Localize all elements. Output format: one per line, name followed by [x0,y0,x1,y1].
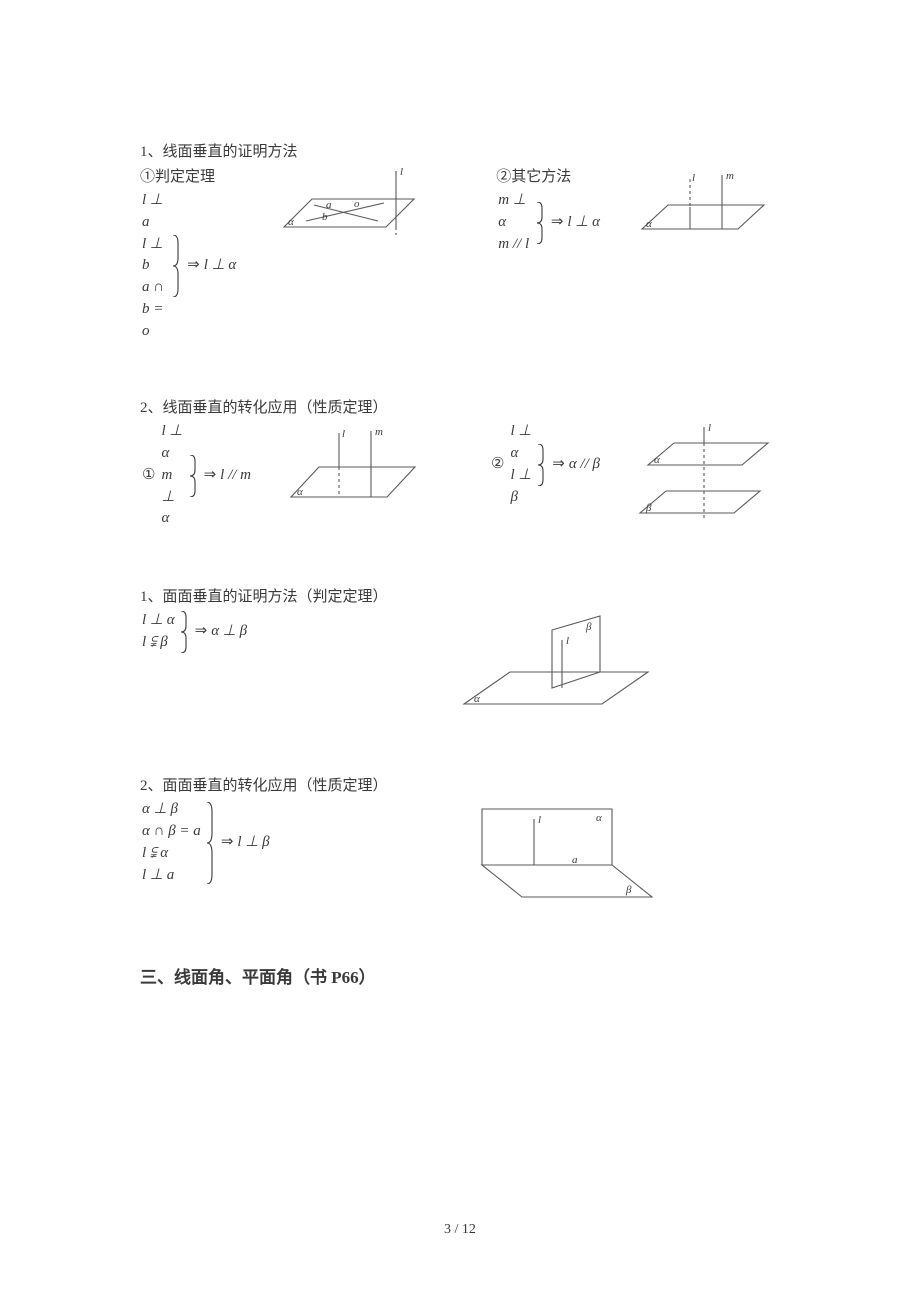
s2-left-p2: m ⊥ α [161,465,183,530]
svg-text:β: β [625,884,632,896]
s2-right-p1: l ⊥ α [510,421,532,465]
s2-heading: 2、线面垂直的转化应用（性质定理） [140,396,780,417]
svg-text:a: a [326,199,332,211]
svg-text:β: β [645,502,652,514]
s4-p3: l ⫋ α [142,843,201,865]
brace-icon [171,190,181,342]
brace-icon [205,799,215,886]
s2-diagram-1: l m α [281,421,431,511]
s1-left-p2: l ⊥ b [142,234,167,278]
svg-text:b: b [322,211,328,223]
s1-heading: 1、线面垂直的证明方法 [140,140,780,161]
s4-heading: 2、面面垂直的转化应用（性质定理） [140,774,780,795]
section-1: 1、线面垂直的证明方法 ①判定定理 l ⊥ a l ⊥ b a ∩ b = o … [140,140,780,342]
s1-right-p2: m // l [498,234,531,256]
s5-heading: 三、线面角、平面角（书 P66） [140,963,780,988]
brace-icon [179,610,189,654]
s3-diagram: l β α [452,610,672,720]
page-footer: 3 / 12 [0,1222,920,1238]
svg-text:l: l [538,814,541,826]
implies-icon: ⇒ [204,465,217,487]
s1-left-p1: l ⊥ a [142,190,167,234]
s3-p1: l ⊥ α [142,610,175,632]
svg-text:a: a [572,854,578,866]
svg-text:l: l [566,635,569,647]
implies-icon: ⇒ [187,255,200,277]
page: 1、线面垂直的证明方法 ①判定定理 l ⊥ a l ⊥ b a ∩ b = o … [0,0,920,988]
s2-right-concl: α // β [569,454,600,476]
implies-icon: ⇒ [221,832,234,854]
s1-left-p3: a ∩ b = o [142,277,167,342]
s1-right-p1: m ⊥ α [498,190,531,234]
implies-icon: ⇒ [551,212,564,234]
s2-left-concl: l // m [220,465,251,487]
brace-icon [188,421,198,530]
svg-text:α: α [297,486,303,498]
s4-p4: l ⊥ a [142,865,201,887]
s3-concl: α ⊥ β [211,621,247,643]
s1-left-concl: l ⊥ α [204,255,237,277]
s3-p2: l ⫋ β [142,632,175,654]
svg-text:α: α [288,216,294,228]
svg-text:α: α [596,812,602,824]
section-4: 2、面面垂直的转化应用（性质定理） α ⊥ β α ∩ β = a l ⫋ α … [140,774,780,909]
implies-icon: ⇒ [552,454,565,476]
s1-right-concl: l ⊥ α [567,212,600,234]
s2-left-num: ① [142,465,155,487]
svg-text:l: l [400,166,403,178]
s4-formula: α ⊥ β α ∩ β = a l ⫋ α l ⊥ a ⇒ l ⊥ β [142,799,322,886]
svg-text:α: α [646,218,652,230]
svg-text:α: α [654,454,660,466]
section-2: 2、线面垂直的转化应用（性质定理） ① l ⊥ α m ⊥ α ⇒ l // m [140,396,780,531]
s1-left-formula: l ⊥ a l ⊥ b a ∩ b = o ⇒ l ⊥ α [142,190,236,342]
brace-icon [536,421,546,508]
svg-text:β: β [585,621,592,633]
svg-text:m: m [375,426,383,438]
s2-right-formula: ② l ⊥ α l ⊥ β ⇒ α // β [491,421,600,508]
s4-diagram: l α a β [462,799,672,909]
s2-right-p2: l ⊥ β [510,465,532,509]
s4-p2: α ∩ β = a [142,821,201,843]
svg-text:m: m [726,170,734,182]
section-3: 1、面面垂直的证明方法（判定定理） l ⊥ α l ⫋ β ⇒ α ⊥ β [140,585,780,720]
s3-formula: l ⊥ α l ⫋ β ⇒ α ⊥ β [142,610,302,654]
s2-left-formula: ① l ⊥ α m ⊥ α ⇒ l // m [142,421,251,530]
svg-text:l: l [708,422,711,434]
svg-text:α: α [474,693,480,705]
s1-right-sub: ②其它方法 [496,165,600,186]
s1-left-sub: ①判定定理 [140,165,236,186]
s4-p1: α ⊥ β [142,799,201,821]
s2-left-p1: l ⊥ α [161,421,183,465]
s2-right-num: ② [491,454,504,476]
s3-heading: 1、面面垂直的证明方法（判定定理） [140,585,780,606]
s4-concl: l ⊥ β [237,832,269,854]
s2-diagram-2: l α β [630,421,780,531]
svg-text:o: o [354,198,360,210]
svg-text:l: l [692,172,695,184]
s1-diagram-1: l a b o α [266,165,436,245]
svg-text:l: l [342,428,345,440]
implies-icon: ⇒ [195,621,208,643]
brace-icon [535,190,545,255]
s1-right-formula: m ⊥ α m // l ⇒ l ⊥ α [498,190,600,255]
s1-diagram-2: l m α [630,165,780,245]
